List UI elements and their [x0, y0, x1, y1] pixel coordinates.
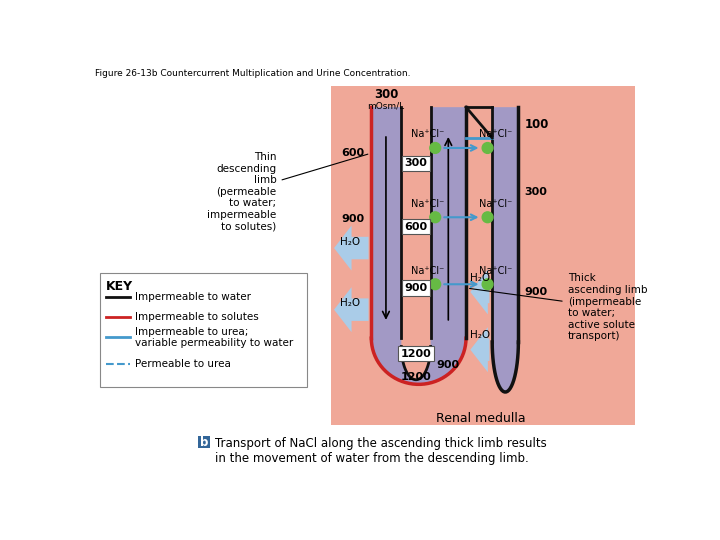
Text: mOsm/L: mOsm/L [367, 102, 405, 111]
Text: 900: 900 [525, 287, 548, 297]
Text: Na⁺Cl⁻: Na⁺Cl⁻ [411, 199, 444, 209]
Text: Na⁺Cl⁻: Na⁺Cl⁻ [479, 130, 512, 139]
Text: H₂O: H₂O [470, 273, 490, 283]
Text: 600: 600 [405, 221, 428, 232]
Text: Na⁺Cl⁻: Na⁺Cl⁻ [411, 266, 444, 276]
Text: Figure 26-13b Countercurrent Multiplication and Urine Concentration.: Figure 26-13b Countercurrent Multiplicat… [95, 70, 410, 78]
Text: 300: 300 [405, 158, 428, 168]
Text: Impermeable to urea;
variable permeability to water: Impermeable to urea; variable permeabili… [135, 327, 293, 348]
Circle shape [430, 212, 441, 222]
Bar [330, 86, 634, 425]
Circle shape [482, 279, 493, 289]
Circle shape [482, 212, 493, 222]
Text: Permeable to urea: Permeable to urea [135, 359, 231, 369]
Circle shape [430, 143, 441, 153]
Text: b: b [200, 436, 208, 449]
Text: 1200: 1200 [400, 348, 431, 359]
Bar [99, 273, 307, 387]
Text: Impermeable to water: Impermeable to water [135, 292, 251, 302]
Text: 900: 900 [437, 360, 460, 370]
Text: 300: 300 [525, 187, 547, 197]
Circle shape [482, 143, 493, 153]
Text: Na⁺Cl⁻: Na⁺Cl⁻ [479, 199, 512, 209]
Text: Thick
ascending limb
(impermeable
to water;
active solute
transport): Thick ascending limb (impermeable to wat… [469, 273, 647, 341]
Polygon shape [492, 107, 518, 392]
Text: Thin
descending
limb
(permeable
to water;
impermeable
to solutes): Thin descending limb (permeable to water… [207, 152, 368, 232]
Text: 300: 300 [374, 87, 398, 100]
Text: 600: 600 [341, 148, 364, 158]
Text: Renal medulla: Renal medulla [436, 413, 526, 426]
Text: H₂O: H₂O [470, 330, 490, 340]
Text: 900: 900 [405, 283, 428, 293]
Text: Impermeable to solutes: Impermeable to solutes [135, 312, 258, 322]
Text: 1200: 1200 [400, 372, 431, 382]
Text: 900: 900 [341, 214, 364, 224]
Circle shape [430, 279, 441, 289]
Text: KEY: KEY [106, 280, 132, 293]
Text: Na⁺Cl⁻: Na⁺Cl⁻ [411, 130, 444, 139]
Bar [198, 436, 210, 448]
Text: Na⁺Cl⁻: Na⁺Cl⁻ [479, 266, 512, 276]
Polygon shape [372, 107, 466, 384]
Text: H₂O: H₂O [340, 237, 360, 247]
Text: Transport of NaCl along the ascending thick limb results
in the movement of wate: Transport of NaCl along the ascending th… [215, 437, 546, 465]
Text: H₂O: H₂O [340, 298, 360, 308]
Text: 100: 100 [525, 118, 549, 131]
